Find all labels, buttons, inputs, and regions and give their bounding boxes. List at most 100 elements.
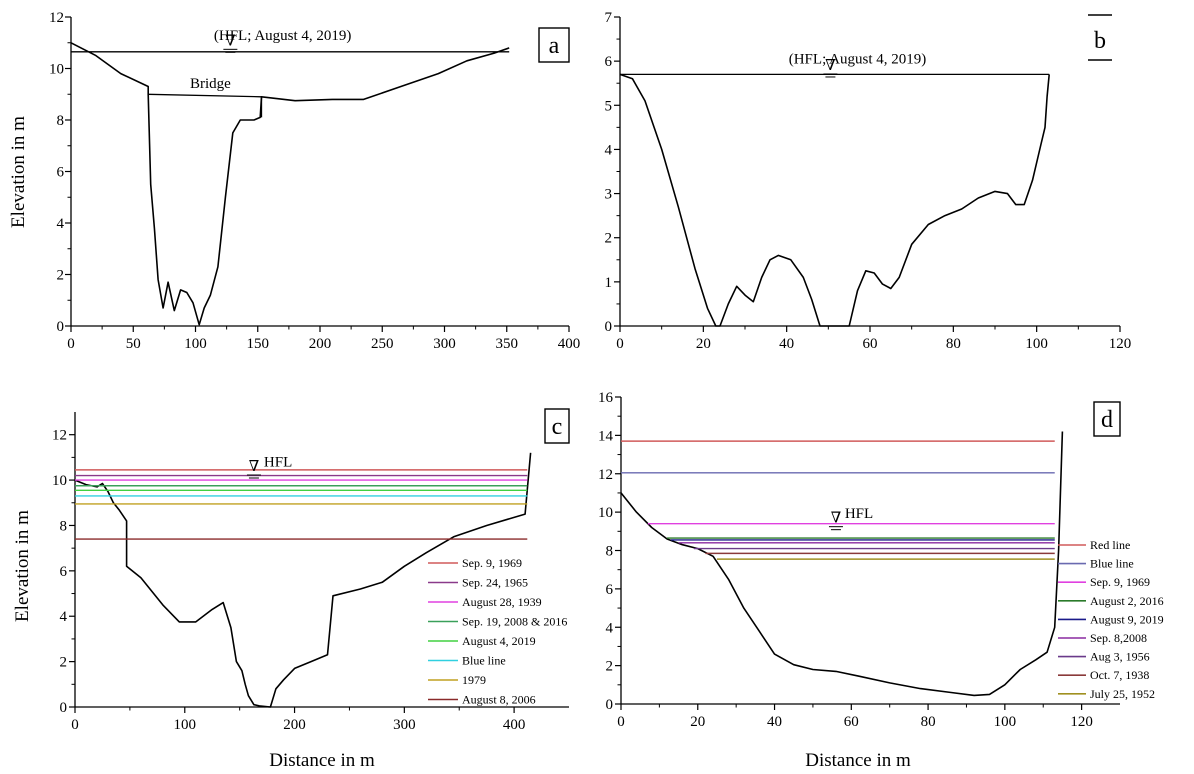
annotations-a: Bridge (HFL; August 4, 2019)∇ — [190, 28, 351, 92]
plot-area-d — [620, 431, 1064, 697]
annotations-b: (HFL; August 4, 2019)∇ — [789, 51, 926, 78]
panel-c: Elevation in m Distance in m 0 100 200 300 4… — [12, 408, 570, 771]
bridge-deck-line — [148, 93, 263, 118]
x-tick-label: 0 — [616, 336, 624, 352]
y-tick-label: 6 — [60, 564, 68, 580]
y-tick-label: 0 — [57, 319, 65, 335]
ylabel-c: Elevation in m — [12, 510, 33, 622]
y-tick-label: 0 — [60, 700, 68, 716]
y-tick-label: 6 — [57, 165, 65, 181]
x-tick-label: 40 — [779, 336, 794, 352]
panel-b: 0 20 40 60 80 100 120 0 1 2 3 4 5 6 7 (HFL; August 4, … — [605, 10, 1132, 352]
x-tick-label: 0 — [71, 717, 79, 733]
x-tick-label: 200 — [309, 336, 332, 352]
y-tick-label: 5 — [605, 98, 613, 114]
annotation-label: (HFL; August 4, 2019) — [214, 28, 352, 44]
water-level-symbol: ∇ — [825, 58, 835, 74]
y-tick-label: 12 — [49, 10, 64, 26]
x-tick-label: 400 — [503, 717, 526, 733]
y-tick-label: 4 — [606, 620, 614, 636]
legend-entry: August 8, 2006 — [462, 693, 536, 707]
legend-entry: Blue line — [1090, 557, 1134, 571]
x-tick-label: 300 — [433, 336, 456, 352]
legend-entry: Sep. 9, 1969 — [462, 556, 522, 570]
legend-entry: Sep. 8,2008 — [1090, 631, 1147, 645]
profile-line — [74, 452, 532, 708]
panel-letter-box-d — [1093, 401, 1121, 437]
plot-area-a — [70, 42, 510, 326]
y-tick-label: 0 — [606, 697, 614, 713]
y-tick-label: 0 — [605, 319, 613, 335]
legend-entry: August 9, 2019 — [1090, 612, 1164, 626]
y-tick-label: 4 — [605, 142, 613, 158]
y-tick-label: 3 — [605, 187, 613, 203]
x-tick-label: 100 — [174, 717, 197, 733]
y-tick-label: 8 — [57, 113, 65, 129]
y-tick-label: 10 — [49, 62, 64, 78]
x-tick-label: 0 — [617, 714, 625, 730]
profile-line — [70, 42, 510, 326]
plot-area-c — [74, 452, 532, 708]
legend-entry: Sep. 19, 2008 & 2016 — [462, 615, 567, 629]
y-tick-label: 2 — [606, 659, 614, 675]
profile-line — [620, 431, 1064, 697]
legend-d: Red line Blue line Sep. 9, 1969 August 2, 2… — [1058, 538, 1164, 701]
y-tick-label: 12 — [52, 428, 67, 444]
legend-entry: Oct. 7, 1938 — [1090, 668, 1149, 682]
panel-letter-box-a — [538, 27, 570, 63]
water-level-symbol: ∇ — [225, 33, 235, 49]
y-tick-label: 10 — [52, 473, 67, 489]
x-tick-label: 80 — [921, 714, 936, 730]
x-tick-label: 350 — [496, 336, 519, 352]
legend-entry: Blue line — [462, 654, 506, 668]
panel-letter-d: d — [1101, 407, 1113, 433]
y-tick-label: 4 — [57, 216, 65, 232]
profile-line — [619, 73, 1050, 327]
legend-entry: August 2, 2016 — [1090, 594, 1164, 608]
panel-letter-c: c — [552, 414, 563, 440]
y-tick-label: 8 — [60, 518, 68, 534]
panel-letter-a: a — [549, 33, 560, 59]
x-tick-label: 50 — [126, 336, 141, 352]
x-tick-label: 20 — [696, 336, 711, 352]
panel-d: Distance in m 0 20 40 60 80 100 120 0 2 4 6 8 10 12 14… — [598, 390, 1164, 771]
x-tick-label: 20 — [690, 714, 705, 730]
x-tick-label: 40 — [767, 714, 782, 730]
x-tick-label: 0 — [67, 336, 75, 352]
xlabel-d: Distance in m — [805, 750, 911, 771]
panel-letter-b: b — [1094, 28, 1106, 54]
xlabel-c: Distance in m — [269, 750, 375, 771]
annotation-label: Bridge — [190, 76, 231, 92]
y-tick-label: 2 — [60, 655, 68, 671]
y-tick-label: 1 — [605, 275, 613, 291]
annotations-d: HFL∇ — [828, 506, 873, 531]
y-tick-label: 10 — [598, 505, 613, 521]
y-tick-label: 6 — [605, 54, 613, 70]
x-tick-label: 400 — [558, 336, 581, 352]
panel-letter-box-c — [544, 408, 570, 444]
y-tick-label: 7 — [605, 10, 613, 26]
y-tick-label: 2 — [605, 231, 613, 247]
x-tick-label: 150 — [247, 336, 270, 352]
annotation-label: HFL — [845, 506, 873, 522]
ticks-b: 0 20 40 60 80 100 120 0 1 2 3 4 5 6 7 — [605, 10, 1132, 352]
annotation-label: HFL — [264, 454, 292, 470]
y-tick-label: 4 — [60, 609, 68, 625]
y-tick-label: 6 — [606, 582, 614, 598]
x-tick-label: 120 — [1070, 714, 1093, 730]
x-tick-label: 100 — [184, 336, 207, 352]
legend-entry: August 4, 2019 — [462, 634, 536, 648]
plot-area-b — [619, 73, 1050, 327]
x-tick-label: 80 — [946, 336, 961, 352]
legend-c: Sep. 9, 1969 Sep. 24, 1965 August 28, 1939… — [428, 556, 567, 707]
legend-entry: 1979 — [462, 673, 486, 687]
ticks-a: 0 50 100 150 200 250 300 350 400 0 2 4 6 8 10 12 — [49, 10, 580, 352]
legend-entry: Sep. 9, 1969 — [1090, 575, 1150, 589]
ticks-c: 0 100 200 300 400 0 2 4 6 8 10 12 — [52, 412, 569, 733]
y-tick-label: 8 — [606, 544, 614, 560]
x-tick-label: 300 — [393, 717, 416, 733]
legend-entry: Red line — [1090, 538, 1130, 552]
legend-entry: Aug 3, 1956 — [1090, 650, 1150, 664]
annotations-c: HFL ∇ — [246, 454, 292, 479]
